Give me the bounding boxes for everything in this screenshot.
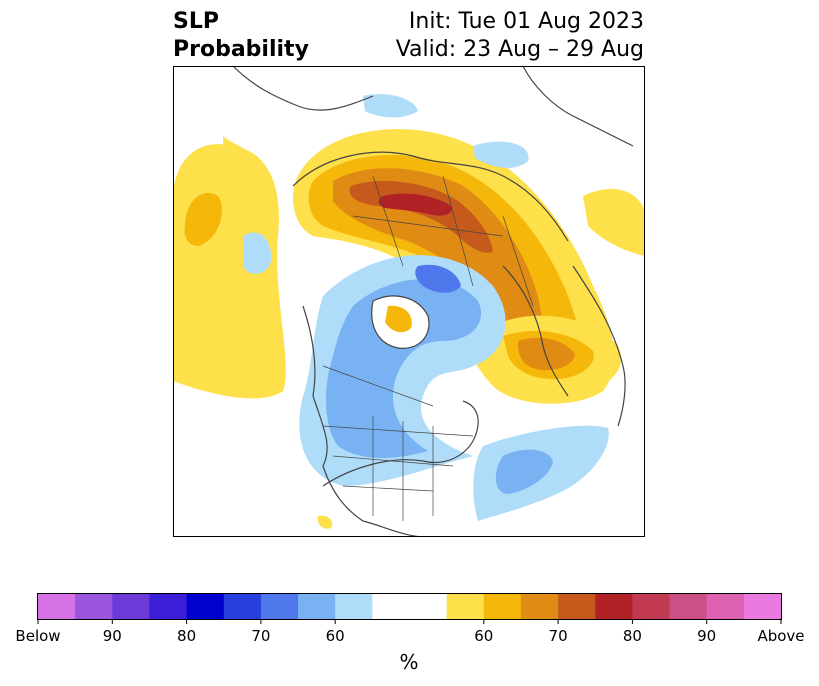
- colorbar-tick-label-9: Above: [757, 627, 804, 645]
- map-frame: [173, 66, 645, 537]
- colorbar-swatches: [38, 594, 782, 619]
- colorbar-swatch-below-6: [260, 594, 299, 619]
- arctic-below-70: [415, 264, 461, 293]
- colorbar-tick-label-0: Below: [15, 627, 60, 645]
- title-quantity: Probability: [173, 37, 309, 62]
- colorbar-tick-label-6: 70: [549, 627, 568, 645]
- arctic-below-65: [326, 279, 482, 458]
- probability-map: [173, 66, 645, 537]
- colorbar-swatch-above-4: [595, 594, 633, 619]
- colorbar-tick-label-3: 70: [251, 627, 270, 645]
- pacific-below-blob: [243, 232, 272, 274]
- colorbar-tick-label-2: 80: [177, 627, 196, 645]
- init-date: Init: Tue 01 Aug 2023: [408, 9, 644, 34]
- colorbar-swatch-below-7: [298, 594, 336, 619]
- colorbar-tick-label-7: 80: [623, 627, 642, 645]
- colorbar-swatch-above-0: [446, 594, 485, 619]
- colorbar-frame: [37, 593, 782, 620]
- colorbar-swatch-below-8: [335, 594, 373, 619]
- colorbar-swatch-below-2: [112, 594, 150, 619]
- colorbar-swatch-below-1: [75, 594, 113, 619]
- eurasia-above-80: [378, 193, 452, 216]
- colorbar-swatch-below-5: [223, 594, 262, 619]
- colorbar-swatch-above-2: [520, 594, 559, 619]
- colorbar-swatch-below-0: [38, 594, 76, 619]
- colorbar-ticks: Below 90 80 70 60 60 70 80 90 Above: [15, 619, 805, 645]
- colorbar-tick-label-5: 60: [474, 627, 493, 645]
- arctic-above-small: [385, 305, 412, 333]
- colorbar-swatch-above-7: [706, 594, 745, 619]
- valid-range: Valid: 23 Aug – 29 Aug: [395, 37, 644, 62]
- colorbar-swatch-below-3: [149, 594, 188, 619]
- plot-title-left: SLP Probability: [173, 8, 309, 64]
- ne-above-60: [583, 188, 645, 256]
- colorbar-unit: %: [399, 650, 418, 674]
- pacific-above-ring: [223, 136, 252, 178]
- plot-title-right: Init: Tue 01 Aug 2023 Valid: 23 Aug – 29…: [396, 8, 644, 64]
- colorbar-swatch-above-3: [558, 594, 596, 619]
- atlantic-above-70: [517, 337, 575, 371]
- colorbar: Below 90 80 70 60 60 70 80 90 Above %: [15, 593, 805, 674]
- colorbar-swatch-above-5: [632, 594, 671, 619]
- gulf-above-small: [317, 515, 333, 529]
- colorbar-swatch-below-4: [186, 594, 225, 619]
- north-below-60: [473, 141, 529, 168]
- colorbar-swatch-above-6: [669, 594, 708, 619]
- colorbar-tick-label-1: 90: [103, 627, 122, 645]
- colorbar-tick-label-4: 60: [326, 627, 345, 645]
- title-variable: SLP: [173, 9, 219, 34]
- pacific-above-65: [184, 192, 222, 246]
- atlantic-below-65: [495, 449, 553, 494]
- bering-below-60: [363, 94, 418, 118]
- colorbar-tick-label-8: 90: [697, 627, 716, 645]
- pacific-above-60: [173, 144, 286, 399]
- colorbar-swatch-neutral: [372, 594, 448, 619]
- political-borders: [322, 175, 534, 521]
- colorbar-swatch-above-1: [483, 594, 522, 619]
- colorbar-swatch-above-8: [743, 594, 782, 619]
- coastlines: [232, 66, 634, 537]
